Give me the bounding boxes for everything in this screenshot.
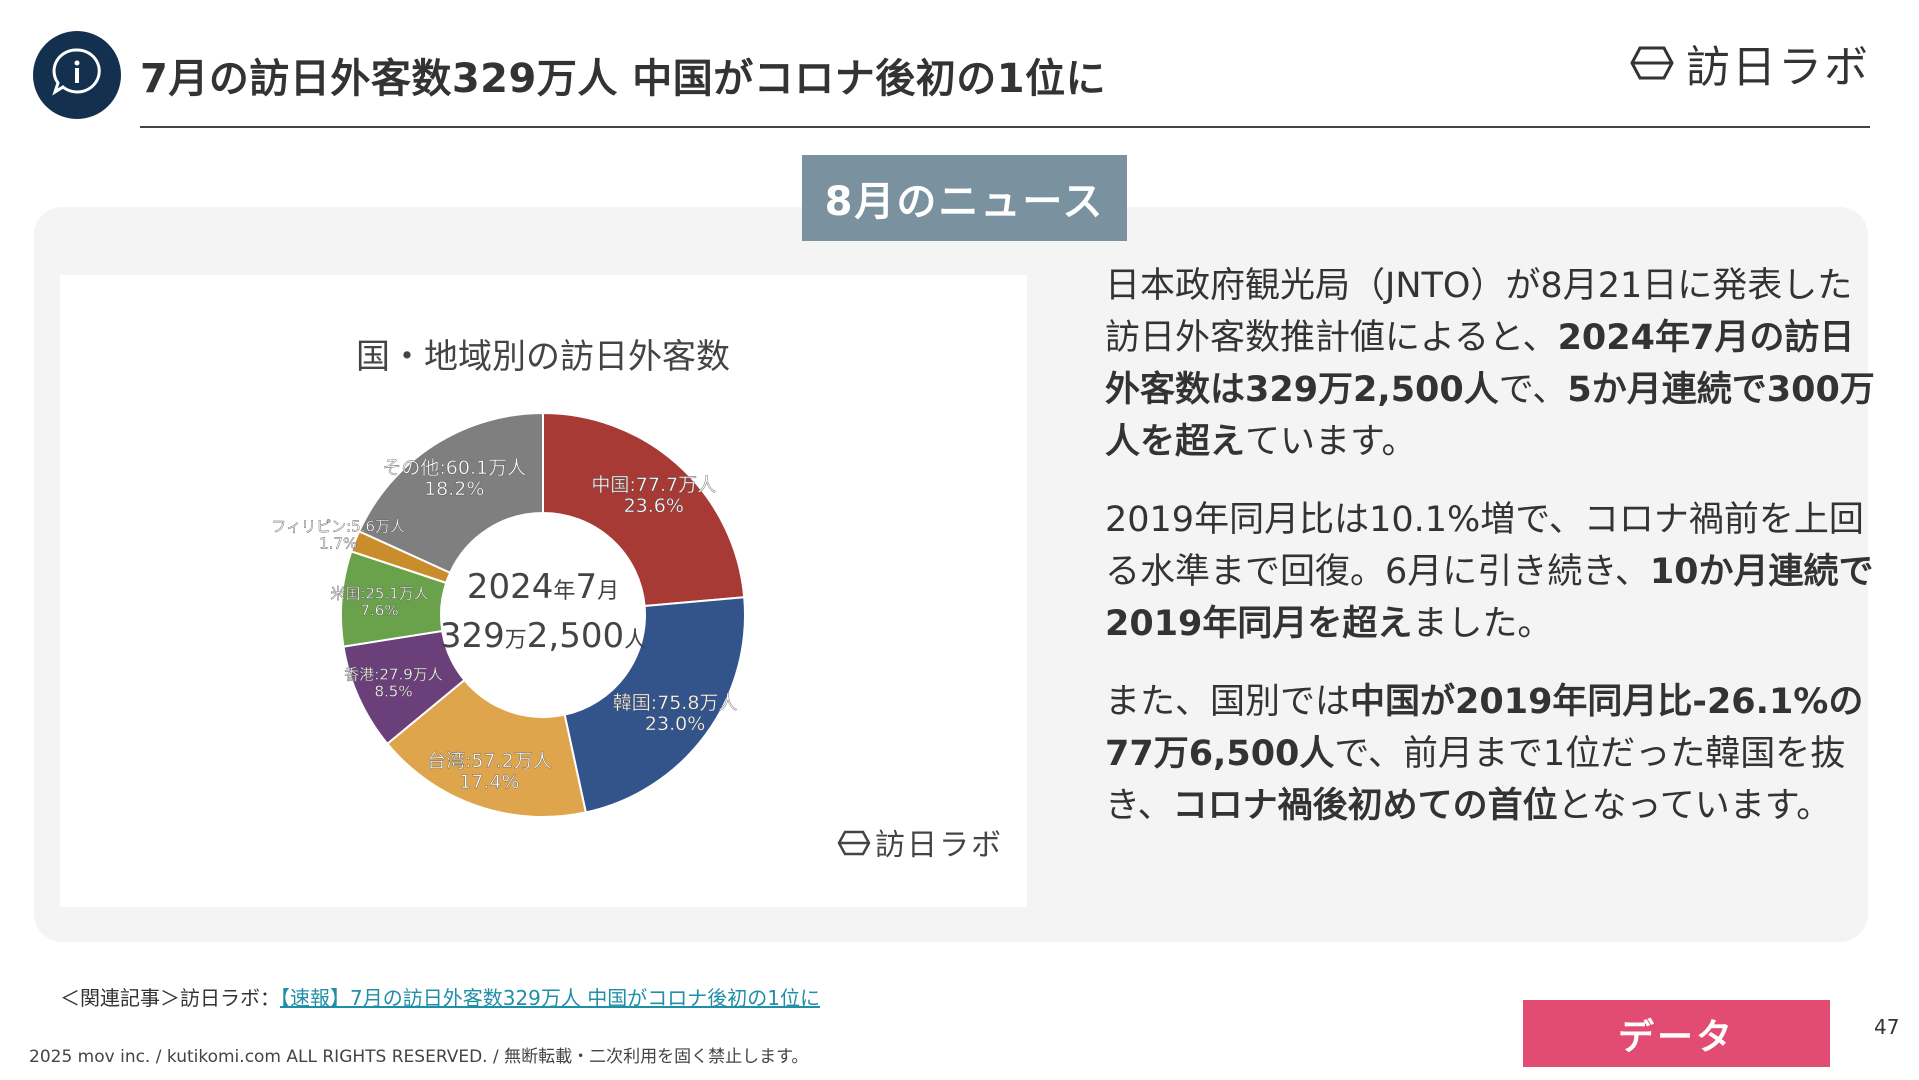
slice-percent-0: 23.6%	[624, 495, 684, 517]
brand-mark-icon	[1630, 46, 1674, 80]
slice-label-6: その他:60.1万人	[382, 457, 526, 479]
center-b: 2,500	[527, 616, 624, 656]
page-number: 47	[1874, 1015, 1900, 1039]
p1-run-3: 5か月連続で300万人を超え	[1105, 370, 1875, 462]
related-article: ＜関連記事＞訪日ラボ：【速報】7月の訪日外客数329万人 中国がコロナ後初の1位…	[60, 982, 820, 1011]
slice-percent-4: 7.6%	[360, 602, 398, 620]
slice-percent-5: 1.7%	[319, 535, 357, 553]
slice-label-2: 台湾:57.2万人	[427, 750, 552, 772]
related-article-link[interactable]: 【速報】7月の訪日外客数329万人 中国がコロナ後初の1位に	[280, 986, 820, 1010]
slice-0	[542, 411, 746, 608]
p3-run-4: となっています。	[1557, 786, 1832, 826]
p2-run-1: 10か月連続で2019年同月を超え	[1105, 552, 1874, 644]
p3-run-0: また、国別では	[1105, 682, 1351, 722]
slice-percent-1: 23.0%	[645, 713, 705, 735]
chart-center-line2: 329万2,500人	[440, 616, 646, 656]
related-prefix: ＜関連記事＞訪日ラボ：	[60, 986, 280, 1010]
title-divider	[140, 126, 1870, 128]
brand-name: 訪日ラボ	[1686, 42, 1870, 93]
slice-label-5: フィリピン:5.6万人	[271, 518, 405, 536]
center-month-unit: 月	[597, 579, 619, 604]
paragraph-3: また、国別では中国が2019年同月比-26.1%の77万6,500人で、前月まで…	[1105, 676, 1875, 832]
data-category-button[interactable]: データ	[1523, 1000, 1830, 1067]
article-body: 日本政府観光局（JNTO）が8月21日に発表した訪日外客数推計値によると、202…	[1105, 260, 1875, 858]
chart-card: 国・地域別の訪日外客数 中国:77.7万人 23.6% 韓国:75.8万人 23.0%…	[60, 275, 1027, 907]
center-year-unit: 年	[553, 579, 575, 604]
slice-percent-6: 18.2%	[424, 478, 484, 500]
p3-run-2: で、前月まで1位だった韓国を抜き、	[1105, 734, 1846, 826]
center-a-unit: 万	[505, 628, 527, 653]
slice-1	[563, 596, 746, 814]
copyright-notice: 2025 mov inc. / kutikomi.com ALL RIGHTS …	[29, 1047, 809, 1067]
slice-label-4: 米国:25.1万人	[330, 585, 428, 603]
slice-label-3: 香港:27.9万人	[344, 665, 442, 683]
p1-run-4: ています。	[1245, 422, 1417, 462]
center-month: 7	[575, 567, 597, 607]
p3-run-1: 中国が2019年同月比-26.1%の77万6,500人	[1105, 682, 1864, 774]
slice-percent-3: 8.5%	[374, 682, 412, 700]
slice-label-1: 韓国:75.8万人	[613, 692, 738, 714]
p1-run-1: 2024年7月の訪日外客数は329万2,500人	[1105, 318, 1855, 410]
p2-run-2: ました。	[1412, 604, 1553, 644]
slice-2	[385, 678, 588, 818]
info-icon	[33, 31, 121, 119]
center-b-unit: 人	[624, 628, 646, 653]
slice-6	[357, 411, 544, 575]
p1-run-2: で、	[1498, 370, 1568, 410]
paragraph-2: 2019年同月比は10.1%増で、コロナ禍前を上回る水準まで回復。6月に引き続き…	[1105, 494, 1875, 650]
p3-run-3: コロナ禍後初めての首位	[1172, 786, 1558, 826]
p1-run-0: 日本政府観光局（JNTO）が8月21日に発表した訪日外客数推計値によると、	[1105, 266, 1853, 358]
slice-label-0: 中国:77.7万人	[591, 474, 716, 496]
slice-percent-2: 17.4%	[459, 771, 519, 793]
chart-center-line1: 2024年7月	[467, 567, 619, 607]
brand-logo: 訪日ラボ	[1630, 36, 1870, 93]
watermark-mark-icon	[837, 830, 871, 856]
center-year: 2024	[467, 567, 554, 607]
page-title: 7月の訪日外客数329万人 中国がコロナ後初の1位に	[140, 56, 1107, 102]
p2-run-0: 2019年同月比は10.1%増で、コロナ禍前を上回る水準まで回復。6月に引き続き…	[1105, 500, 1864, 592]
paragraph-1: 日本政府観光局（JNTO）が8月21日に発表した訪日外客数推計値によると、202…	[1105, 260, 1875, 468]
watermark-text: 訪日ラボ	[875, 828, 1003, 863]
center-a: 329	[440, 616, 505, 656]
news-tab-label: 8月のニュース	[802, 155, 1127, 241]
chart-title: 国・地域別の訪日外客数	[356, 337, 730, 377]
chart-watermark: 訪日ラボ	[837, 828, 1003, 863]
